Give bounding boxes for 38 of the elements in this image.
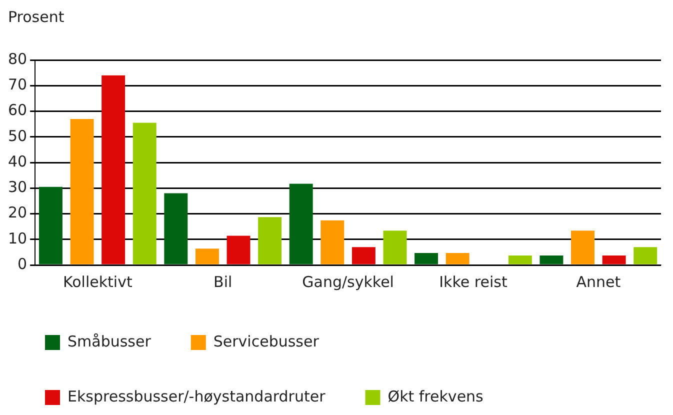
y-axis-title: Prosent bbox=[8, 8, 64, 26]
bar bbox=[383, 230, 407, 264]
y-tick-label: 0 bbox=[18, 254, 28, 273]
bar bbox=[195, 248, 219, 264]
bar bbox=[508, 256, 532, 264]
legend-label: Økt frekvens bbox=[388, 387, 484, 406]
x-tick-label: Gang/sykkel bbox=[302, 272, 394, 291]
legend-label: Småbusser bbox=[68, 332, 152, 350]
x-tick-label: Bil bbox=[214, 272, 232, 291]
y-tick-label: 20 bbox=[8, 204, 28, 222]
y-tick-label: 40 bbox=[8, 152, 28, 170]
legend-label: Ekspressbusser/-høystandardruter bbox=[68, 387, 326, 406]
bar bbox=[320, 220, 344, 264]
y-tick-label: 50 bbox=[8, 126, 28, 145]
bar bbox=[602, 256, 626, 264]
bar bbox=[289, 184, 313, 264]
bar bbox=[39, 186, 62, 264]
y-tick-label: 70 bbox=[8, 76, 28, 94]
bar bbox=[446, 252, 470, 264]
legend-label: Servicebusser bbox=[213, 332, 320, 350]
bar bbox=[634, 247, 658, 264]
bar bbox=[164, 193, 188, 264]
bar bbox=[70, 118, 94, 264]
bar bbox=[414, 252, 438, 264]
bar bbox=[352, 247, 376, 264]
y-tick-label: 10 bbox=[8, 229, 28, 248]
bar bbox=[132, 122, 156, 264]
y-tick-label: 30 bbox=[8, 178, 28, 196]
bar bbox=[102, 75, 126, 264]
bar bbox=[258, 217, 282, 264]
x-tick-label: Ikke reist bbox=[439, 272, 508, 291]
y-tick-label: 60 bbox=[8, 101, 28, 120]
bar bbox=[226, 236, 250, 264]
x-tick-label: Annet bbox=[576, 272, 621, 291]
bar bbox=[571, 230, 594, 264]
x-tick-label: Kollektivt bbox=[63, 272, 132, 291]
bar bbox=[540, 256, 564, 264]
y-tick-label: 80 bbox=[8, 50, 28, 68]
